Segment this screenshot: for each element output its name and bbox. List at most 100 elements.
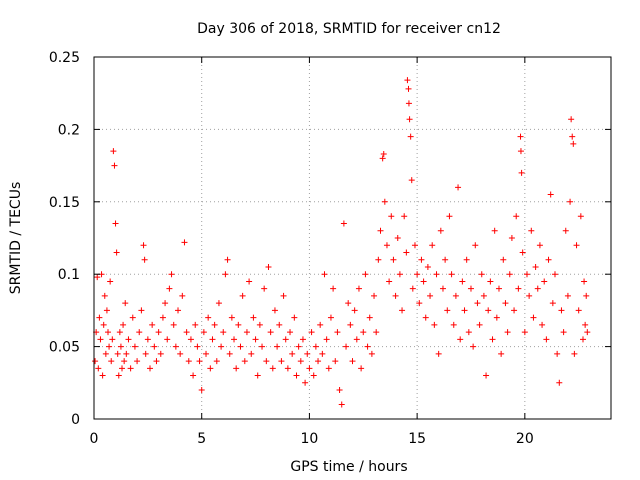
data-point (392, 292, 399, 299)
data-point (368, 350, 375, 357)
data-point (213, 358, 220, 365)
data-point (243, 329, 250, 336)
data-point (101, 292, 108, 299)
data-point (340, 220, 347, 227)
data-point (209, 336, 216, 343)
x-tick-label: 5 (197, 431, 206, 447)
data-point (211, 321, 218, 328)
data-point (528, 227, 535, 234)
data-point (457, 336, 464, 343)
data-point (159, 314, 166, 321)
data-points (92, 77, 591, 408)
data-point (263, 358, 270, 365)
x-axis-label: GPS time / hours (290, 459, 407, 475)
data-point (521, 329, 528, 336)
data-point (115, 372, 122, 379)
data-point (338, 401, 345, 408)
data-point (310, 372, 317, 379)
data-point (194, 343, 201, 350)
data-point (364, 343, 371, 350)
data-point (162, 300, 169, 307)
data-point (282, 336, 289, 343)
data-point (437, 227, 444, 234)
data-point (409, 285, 416, 292)
data-point (459, 278, 466, 285)
data-point (319, 350, 326, 357)
data-point (187, 336, 194, 343)
data-point (476, 321, 483, 328)
data-point (418, 256, 425, 263)
data-point (334, 329, 341, 336)
data-point (222, 271, 229, 278)
data-point (366, 314, 373, 321)
data-point (554, 350, 561, 357)
data-point (114, 350, 121, 357)
data-point (111, 162, 118, 169)
data-point (127, 365, 134, 372)
x-tick-label: 15 (408, 431, 426, 447)
data-point (502, 300, 509, 307)
data-point (119, 365, 126, 372)
y-tick-label: 0.1 (58, 267, 80, 283)
data-point (519, 249, 526, 256)
data-point (386, 278, 393, 285)
data-point (287, 329, 294, 336)
data-point (414, 271, 421, 278)
data-point (371, 292, 378, 299)
data-point (383, 242, 390, 249)
data-point (261, 285, 268, 292)
data-point (427, 292, 434, 299)
data-point (144, 336, 151, 343)
data-point (343, 343, 350, 350)
data-point (106, 343, 113, 350)
data-point (123, 350, 130, 357)
data-point (394, 235, 401, 241)
data-point (108, 358, 115, 365)
data-point (506, 271, 513, 278)
data-point (474, 300, 481, 307)
data-point (377, 227, 384, 234)
data-point (278, 358, 285, 365)
data-point (408, 177, 415, 184)
data-point (265, 263, 272, 270)
data-point (179, 292, 186, 299)
x-tick-labels: 0 5 10 15 20 (90, 431, 534, 447)
data-point (155, 329, 162, 336)
grid-lines (94, 57, 611, 419)
data-point (312, 343, 319, 350)
data-point (543, 336, 550, 343)
data-point (511, 307, 518, 314)
data-point (404, 77, 411, 84)
data-point (215, 300, 222, 307)
data-point (110, 148, 117, 155)
data-point (530, 314, 537, 321)
data-point (170, 321, 177, 328)
data-point (157, 350, 164, 357)
data-point (332, 358, 339, 365)
data-point (151, 343, 158, 350)
y-tick-labels: 0 0.05 0.1 0.15 0.2 0.25 (49, 50, 80, 428)
data-point (489, 336, 496, 343)
data-point (439, 285, 446, 292)
data-point (401, 213, 408, 220)
data-point (584, 329, 591, 336)
data-point (549, 300, 556, 307)
data-point (355, 285, 362, 292)
data-point (181, 239, 188, 246)
data-point (112, 220, 119, 227)
data-point (567, 198, 574, 205)
data-point (317, 321, 324, 328)
data-point (446, 213, 453, 220)
data-point (297, 358, 304, 365)
data-point (269, 365, 276, 372)
data-point (526, 292, 533, 299)
data-point (306, 365, 313, 372)
data-point (380, 151, 387, 158)
data-point (405, 100, 412, 107)
data-point (241, 358, 248, 365)
data-point (420, 278, 427, 285)
data-point (500, 256, 507, 263)
chart-title: Day 306 of 2018, SRMTID for receiver cn1… (197, 21, 501, 37)
data-point (539, 321, 546, 328)
